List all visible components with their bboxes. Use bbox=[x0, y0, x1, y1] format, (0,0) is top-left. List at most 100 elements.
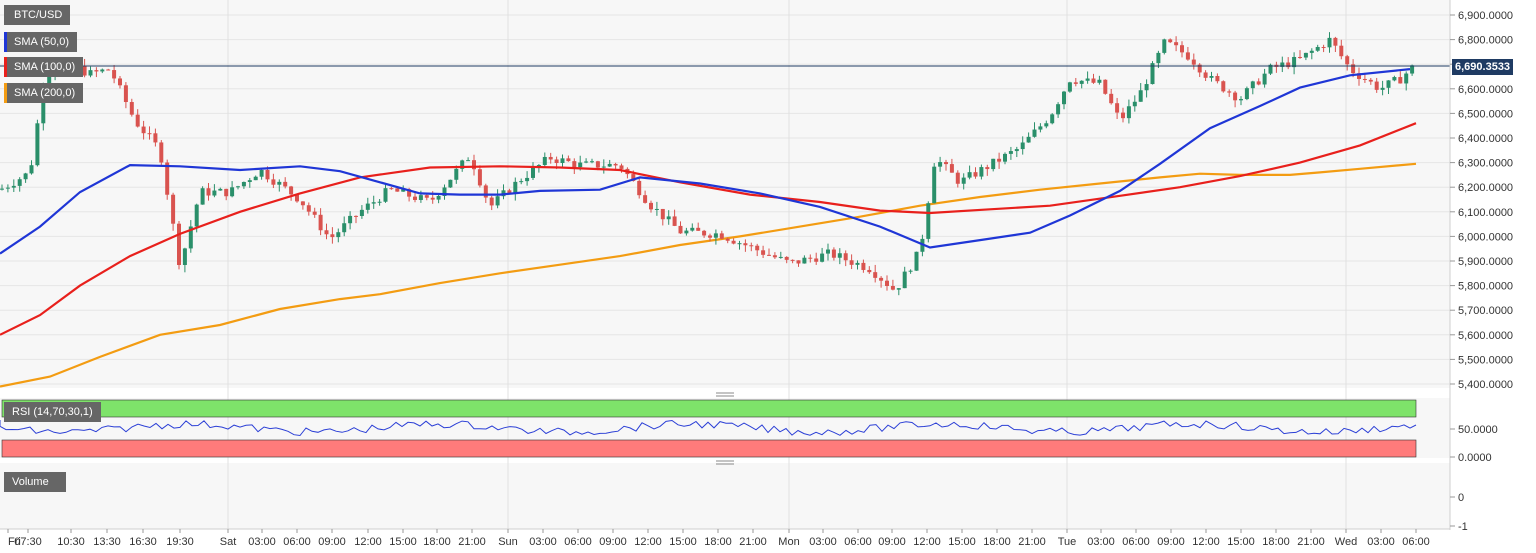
candle-body bbox=[141, 126, 146, 134]
time-tick-label: 12:00 bbox=[1192, 536, 1220, 548]
rsi-line bbox=[0, 419, 1417, 437]
time-tick-label: 18:00 bbox=[704, 536, 732, 548]
candle-body bbox=[690, 227, 695, 231]
price-axis: 6,900.00006,800.00006,700.00006,600.0000… bbox=[1449, 0, 1513, 530]
candle-body bbox=[525, 177, 530, 182]
candle-body bbox=[259, 169, 264, 177]
legend-sma100[interactable]: SMA (100,0) bbox=[4, 57, 84, 77]
candle-body bbox=[1298, 56, 1302, 58]
candle-body bbox=[790, 259, 795, 261]
candle-body bbox=[1109, 93, 1114, 104]
candle-body bbox=[554, 159, 559, 164]
candle-body bbox=[684, 230, 689, 234]
rsi-label[interactable]: RSI (14,70,30,1) bbox=[4, 402, 101, 422]
candle-body bbox=[1345, 56, 1350, 65]
candle-body bbox=[1197, 64, 1202, 73]
candle-body bbox=[814, 258, 819, 262]
volume-label[interactable]: Volume bbox=[4, 472, 66, 492]
candle-body bbox=[206, 188, 211, 196]
candle-body bbox=[1156, 52, 1161, 64]
candle-body bbox=[513, 181, 518, 194]
legend-sma200[interactable]: SMA (200,0) bbox=[4, 83, 84, 103]
price-tick-label: 5,800.0000 bbox=[1458, 281, 1513, 293]
sma50-line bbox=[0, 68, 1411, 255]
price-tick-label: 5,700.0000 bbox=[1458, 305, 1513, 317]
candle-body bbox=[1239, 99, 1243, 101]
volume-tick-label: 0 bbox=[1458, 492, 1464, 504]
time-tick-label: 09:00 bbox=[318, 536, 346, 548]
candle-body bbox=[1038, 126, 1043, 130]
time-tick-label: Sun bbox=[498, 536, 518, 548]
rsi-overbought-zone bbox=[1, 399, 1417, 418]
rsi-panel: 50.0000 0.0000 bbox=[0, 399, 1498, 464]
candle-body bbox=[1174, 42, 1179, 46]
candle-body bbox=[1062, 91, 1066, 105]
time-tick-label: 09:00 bbox=[599, 536, 627, 548]
candle-body bbox=[908, 270, 913, 272]
candle-body bbox=[247, 180, 252, 182]
candle-body bbox=[1410, 65, 1415, 74]
candle-body bbox=[1150, 63, 1155, 85]
candle-body bbox=[1067, 82, 1072, 92]
candle-body bbox=[147, 133, 152, 135]
candle-body bbox=[129, 102, 134, 115]
candle-body bbox=[991, 158, 996, 170]
legend-sma50[interactable]: SMA (50,0) bbox=[4, 32, 78, 52]
candle-body bbox=[483, 185, 488, 198]
time-tick-label: 15:00 bbox=[948, 536, 976, 548]
candle-body bbox=[1380, 87, 1385, 90]
candle-body bbox=[855, 262, 860, 265]
candle-body bbox=[631, 174, 636, 181]
candle-body bbox=[1227, 91, 1232, 93]
candle-body bbox=[35, 123, 40, 166]
candle-body bbox=[519, 181, 524, 183]
candle-body bbox=[1026, 136, 1031, 143]
candle-body bbox=[472, 160, 476, 170]
candle-body bbox=[749, 245, 754, 247]
candle-body bbox=[106, 69, 111, 71]
candle-body bbox=[159, 142, 164, 163]
candle-body bbox=[177, 223, 181, 265]
candle-body bbox=[383, 188, 388, 202]
time-tick-label: 21:00 bbox=[1018, 536, 1046, 548]
candle-body bbox=[861, 262, 866, 270]
candle-body bbox=[336, 232, 341, 238]
candle-body bbox=[1315, 46, 1320, 51]
candle-body bbox=[1056, 104, 1061, 115]
time-tick-label: 18:00 bbox=[983, 536, 1011, 548]
candle-body bbox=[306, 205, 311, 212]
candle-body bbox=[371, 202, 376, 204]
time-tick-label: Wed bbox=[1335, 536, 1357, 548]
time-tick-label: Mon bbox=[778, 536, 799, 548]
candle-body bbox=[914, 251, 919, 271]
candle-body bbox=[725, 238, 730, 241]
rsi-tick-label: 0.0000 bbox=[1458, 452, 1492, 464]
candle-body bbox=[879, 277, 884, 281]
candle-body bbox=[466, 160, 471, 162]
time-tick-label: 15:00 bbox=[389, 536, 417, 548]
time-tick-label: 06:00 bbox=[844, 536, 872, 548]
legend-symbol[interactable]: BTC/USD bbox=[4, 5, 71, 25]
panel-resize-handle[interactable] bbox=[716, 392, 734, 465]
rsi-oversold-zone bbox=[1, 439, 1417, 458]
candle-body bbox=[873, 272, 878, 278]
candle-body bbox=[1014, 149, 1019, 152]
candle-body bbox=[407, 189, 412, 197]
candle-body bbox=[354, 215, 358, 217]
candle-body bbox=[702, 230, 707, 236]
candle-body bbox=[1357, 73, 1361, 79]
price-tick-label: 5,400.0000 bbox=[1458, 379, 1513, 391]
time-tick-label: 12:00 bbox=[913, 536, 941, 548]
candle-body bbox=[318, 214, 323, 231]
candle-body bbox=[578, 162, 583, 168]
candle-body bbox=[1362, 78, 1367, 80]
candle-body bbox=[560, 158, 565, 164]
candle-body bbox=[112, 70, 117, 79]
candle-body bbox=[601, 166, 606, 168]
candle-body bbox=[23, 173, 28, 180]
candle-body bbox=[1032, 129, 1037, 137]
time-tick-label: 15:00 bbox=[1227, 536, 1255, 548]
candle-body bbox=[1244, 88, 1249, 100]
candle-body bbox=[755, 245, 760, 251]
